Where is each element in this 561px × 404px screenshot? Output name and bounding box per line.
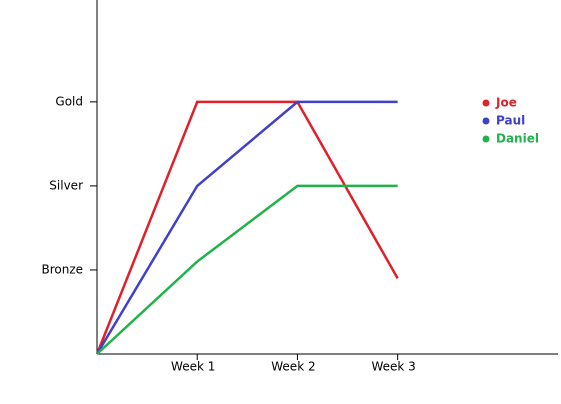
legend-marker: [482, 117, 490, 125]
x-tick-label: Week 1: [171, 360, 215, 374]
series-line: [95, 100, 399, 355]
y-tick-label: Silver: [49, 178, 83, 192]
legend-label: Daniel: [496, 132, 539, 146]
legend-marker: [482, 135, 490, 143]
x-tick-label: Week 2: [271, 360, 315, 374]
series-line: [95, 100, 398, 355]
legend-label: Paul: [496, 114, 525, 128]
series-line: [96, 184, 398, 355]
legend-marker: [482, 99, 490, 107]
x-tick-label: Week 3: [371, 360, 415, 374]
legend-label: Joe: [495, 96, 517, 110]
y-tick-label: Gold: [55, 94, 83, 108]
y-tick-label: Bronze: [41, 262, 83, 276]
